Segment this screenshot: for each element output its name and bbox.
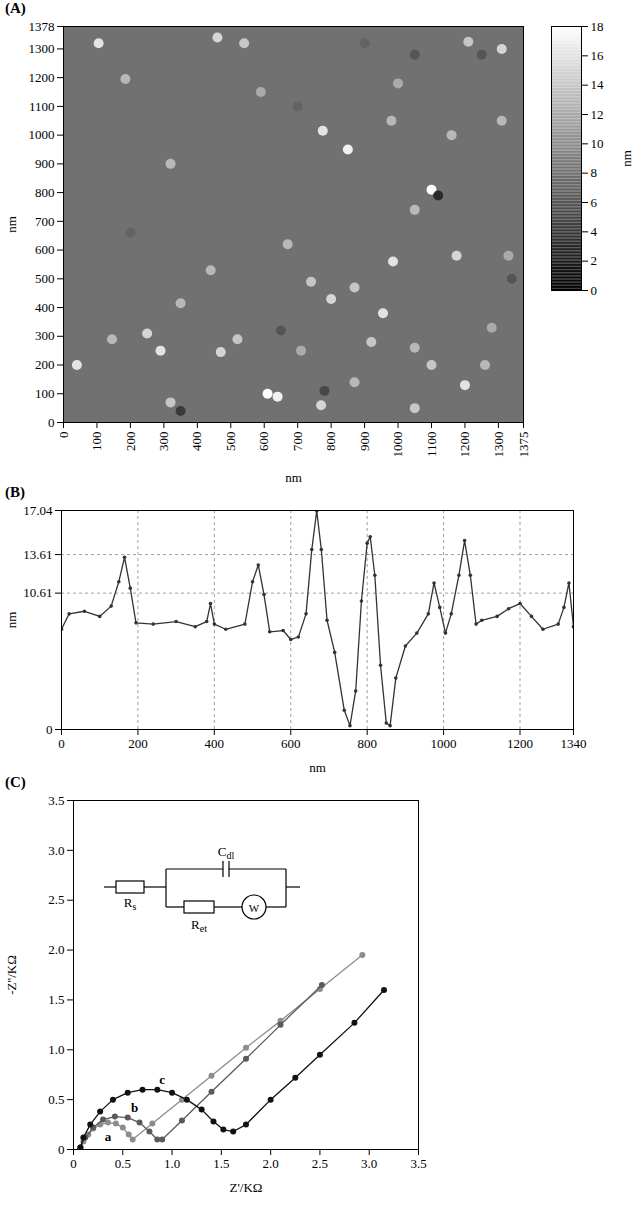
svg-text:0.5: 0.5 (48, 1092, 64, 1107)
svg-text:1100: 1100 (29, 99, 55, 114)
svg-text:3.5: 3.5 (410, 1156, 426, 1171)
svg-text:3.5: 3.5 (48, 793, 64, 808)
html-text:(C): (C) (5, 774, 26, 790)
svg-text:100: 100 (35, 386, 55, 401)
svg-text:1300: 1300 (29, 41, 55, 56)
svg-text:800: 800 (323, 432, 338, 452)
svg-text:1200: 1200 (29, 70, 55, 85)
svg-text:200: 200 (35, 357, 55, 372)
svg-text:1.5: 1.5 (48, 992, 64, 1007)
svg-text:1300: 1300 (491, 432, 506, 458)
svg-text:200: 200 (128, 736, 148, 751)
svg-text:8: 8 (591, 165, 598, 180)
svg-text:0: 0 (58, 1142, 65, 1157)
svg-text:1200: 1200 (507, 736, 533, 751)
svg-text:6: 6 (591, 195, 598, 210)
svg-text:700: 700 (35, 213, 55, 228)
svg-text:Rs: Rs (124, 895, 137, 912)
svg-text:2.5: 2.5 (48, 892, 64, 907)
svg-text:400: 400 (35, 300, 55, 315)
svg-text:0: 0 (591, 283, 598, 298)
svg-text:1340: 1340 (561, 736, 587, 751)
svg-text:1.5: 1.5 (213, 1156, 229, 1171)
svg-text:nm: nm (309, 760, 326, 775)
svg-text:400: 400 (189, 432, 204, 452)
svg-text:2: 2 (591, 253, 598, 268)
svg-text:600: 600 (281, 736, 301, 751)
svg-text:Ret: Ret (191, 917, 207, 934)
svg-text:4: 4 (591, 224, 598, 239)
svg-text:3.0: 3.0 (361, 1156, 377, 1171)
html-text:(A): (A) (5, 0, 26, 16)
svg-text:500: 500 (35, 271, 55, 286)
svg-text:Cdl: Cdl (218, 845, 235, 861)
svg-text:0: 0 (46, 722, 53, 737)
svg-text:17.04: 17.04 (23, 503, 53, 518)
svg-text:2.0: 2.0 (48, 942, 64, 957)
svg-text:0: 0 (58, 736, 65, 751)
svg-text:0: 0 (48, 415, 55, 430)
svg-text:700: 700 (290, 432, 305, 452)
svg-text:nm: nm (285, 470, 302, 485)
svg-text:c: c (159, 1072, 165, 1087)
svg-text:nm: nm (619, 150, 634, 167)
svg-text:400: 400 (205, 736, 225, 751)
svg-text:1378: 1378 (29, 19, 55, 34)
svg-text:2.0: 2.0 (263, 1156, 279, 1171)
svg-text:800: 800 (35, 185, 55, 200)
svg-text:nm: nm (4, 612, 19, 629)
svg-text:18: 18 (591, 19, 604, 34)
svg-text:12: 12 (591, 107, 604, 122)
svg-text:10.61: 10.61 (23, 585, 52, 600)
svg-text:0.5: 0.5 (115, 1156, 131, 1171)
svg-text:b: b (131, 1100, 138, 1115)
svg-text:-Z''/KΩ: -Z''/KΩ (4, 955, 19, 995)
svg-text:1.0: 1.0 (48, 1042, 64, 1057)
svg-text:100: 100 (89, 432, 104, 452)
svg-text:1200: 1200 (457, 432, 472, 458)
svg-text:16: 16 (591, 48, 605, 63)
html-text:(B): (B) (5, 484, 25, 500)
svg-text:W: W (249, 902, 260, 914)
svg-text:1.0: 1.0 (164, 1156, 180, 1171)
svg-text:0: 0 (70, 1156, 77, 1171)
svg-text:2.5: 2.5 (312, 1156, 328, 1171)
svg-text:1100: 1100 (424, 432, 439, 458)
svg-text:nm: nm (4, 216, 19, 233)
svg-text:0: 0 (56, 432, 71, 439)
svg-text:600: 600 (256, 432, 271, 452)
svg-text:300: 300 (156, 432, 171, 452)
svg-text:1000: 1000 (29, 127, 55, 142)
svg-text:1000: 1000 (431, 736, 457, 751)
svg-text:14: 14 (591, 77, 605, 92)
svg-text:a: a (105, 1129, 112, 1144)
svg-text:800: 800 (357, 736, 377, 751)
svg-text:300: 300 (35, 328, 55, 343)
svg-text:500: 500 (223, 432, 238, 452)
svg-text:600: 600 (35, 242, 55, 257)
svg-text:3.0: 3.0 (48, 843, 64, 858)
svg-text:1375: 1375 (516, 432, 531, 458)
svg-text:Z'/KΩ: Z'/KΩ (230, 1180, 263, 1195)
svg-text:900: 900 (35, 156, 55, 171)
svg-text:200: 200 (123, 432, 138, 452)
svg-text:900: 900 (357, 432, 372, 452)
svg-text:10: 10 (591, 136, 604, 151)
svg-text:13.61: 13.61 (23, 547, 52, 562)
svg-text:1000: 1000 (390, 432, 405, 458)
